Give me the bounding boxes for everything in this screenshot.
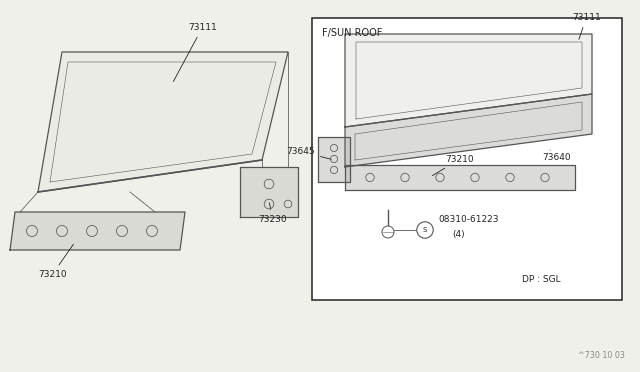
Polygon shape — [345, 34, 592, 127]
Polygon shape — [345, 165, 575, 190]
Polygon shape — [10, 212, 185, 250]
Text: 08310-61223: 08310-61223 — [438, 215, 499, 224]
Text: 73111: 73111 — [572, 13, 601, 39]
Text: 73210: 73210 — [433, 155, 474, 176]
Text: 73230: 73230 — [258, 203, 287, 224]
Circle shape — [417, 222, 433, 238]
Text: (4): (4) — [452, 230, 465, 239]
Circle shape — [382, 226, 394, 238]
Bar — [312, 18, 622, 300]
Text: 73210: 73210 — [38, 244, 74, 279]
Polygon shape — [318, 137, 350, 182]
Text: DP : SGL: DP : SGL — [522, 275, 561, 284]
Text: 73645: 73645 — [286, 147, 332, 159]
Polygon shape — [345, 94, 592, 167]
Text: S: S — [423, 227, 427, 233]
Text: ^730 10 03: ^730 10 03 — [578, 351, 625, 360]
Text: 73640: 73640 — [542, 150, 571, 162]
Polygon shape — [240, 167, 298, 217]
Polygon shape — [38, 52, 288, 192]
Text: 73111: 73111 — [173, 23, 217, 81]
Text: F/SUN ROOF: F/SUN ROOF — [322, 28, 382, 38]
